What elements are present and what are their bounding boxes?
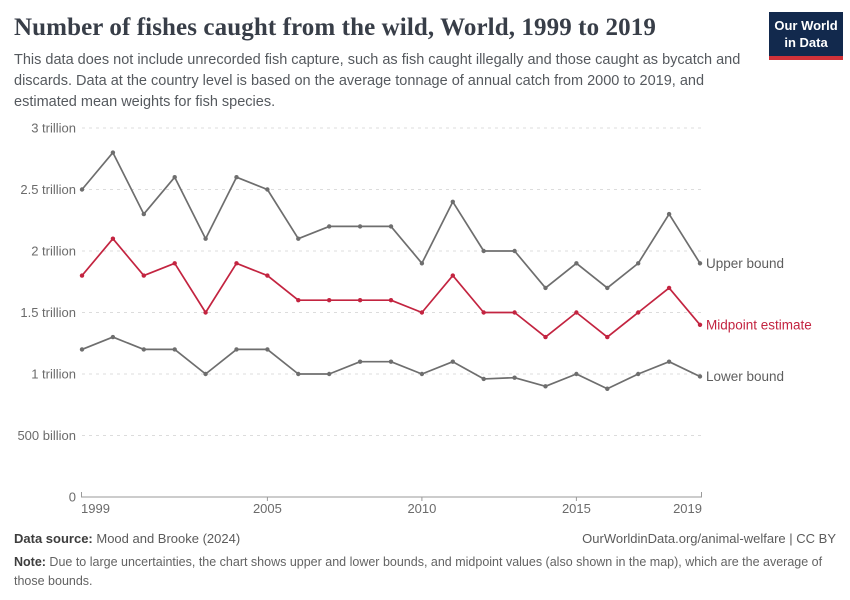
data-point-lower-bound-2018: [666, 359, 672, 364]
data-point-midpoint-estimate-1999: [79, 273, 85, 278]
data-point-lower-bound-2009: [388, 359, 394, 364]
chart-canvas: 3 trillion 2.5 trillion 2 trillion 1.5 tril…: [17, 121, 812, 517]
chart-header: Number of fishes caught from the wild, W…: [14, 14, 764, 113]
data-point-lower-bound-2016: [605, 386, 610, 391]
data-point-midpoint-estimate-2004: [234, 261, 239, 266]
x-axis-label-1999: 1999: [81, 501, 110, 515]
data-point-midpoint-estimate-2018: [666, 285, 672, 291]
data-point-midpoint-estimate-2016: [605, 334, 610, 340]
data-point-lower-bound-2015: [574, 371, 579, 377]
data-source-value: Mood and Brooke (2024): [92, 531, 241, 546]
data-point-upper-bound-2018: [666, 211, 672, 217]
y-axis-label-2-trillion: 2 trillion: [31, 244, 76, 259]
data-point-lower-bound-2019: [697, 374, 703, 379]
y-axis-label-1-trillion: 1 trillion: [31, 367, 76, 382]
data-point-upper-bound-2000: [110, 150, 116, 155]
chart-subtitle: This data does not include unrecorded fi…: [14, 51, 741, 110]
data-point-upper-bound-2017: [636, 261, 641, 266]
data-point-upper-bound-2002: [172, 175, 177, 180]
data-point-upper-bound-2016: [605, 285, 610, 291]
data-point-lower-bound-2001: [141, 347, 146, 352]
data-point-lower-bound-2012: [481, 376, 486, 382]
data-point-lower-bound-2013: [512, 375, 517, 380]
owid-logo-line2: in Data: [784, 34, 828, 50]
data-point-midpoint-estimate-2014: [543, 334, 548, 340]
chart-note: Note: Due to large uncertainties, the ch…: [14, 553, 836, 591]
data-point-midpoint-estimate-2013: [512, 310, 517, 315]
data-point-lower-bound-2017: [636, 371, 641, 377]
data-point-midpoint-estimate-2008: [357, 298, 363, 303]
data-point-midpoint-estimate-2012: [481, 310, 486, 315]
data-point-midpoint-estimate-2001: [141, 273, 146, 278]
data-point-lower-bound-2011: [450, 359, 455, 364]
series-label-upper-bound: Upper bound: [706, 256, 784, 271]
data-point-lower-bound-2006: [296, 371, 301, 377]
data-point-lower-bound-2002: [172, 347, 177, 352]
data-point-midpoint-estimate-2007: [327, 298, 332, 303]
data-point-upper-bound-2013: [512, 248, 517, 254]
owid-attribution-link[interactable]: OurWorldinData.org/animal-welfare | CC B…: [582, 531, 836, 546]
x-axis-label-2019: 2019: [673, 501, 702, 515]
data-point-midpoint-estimate-2000: [110, 236, 116, 241]
chart-footer: Data source: Mood and Brooke (2024) OurW…: [14, 531, 836, 591]
data-point-upper-bound-2010: [419, 261, 425, 266]
data-point-upper-bound-1999: [79, 187, 85, 192]
data-point-upper-bound-2009: [388, 224, 394, 229]
data-point-lower-bound-2007: [327, 371, 332, 377]
page-title: Number of fishes caught from the wild, W…: [14, 14, 656, 41]
y-axis-label-3-trillion: 3 trillion: [31, 121, 76, 136]
data-point-lower-bound-1999: [79, 347, 85, 352]
x-axis-label-2015: 2015: [562, 501, 591, 515]
data-point-midpoint-estimate-2015: [574, 310, 579, 315]
data-point-lower-bound-2010: [419, 371, 425, 377]
data-point-midpoint-estimate-2006: [296, 298, 301, 303]
series-line-upper-bound: [81, 151, 701, 289]
data-point-upper-bound-2003: [203, 236, 208, 241]
data-point-lower-bound-2004: [234, 347, 239, 352]
data-point-midpoint-estimate-2005: [265, 273, 270, 278]
data-point-lower-bound-2000: [110, 334, 116, 340]
owid-logo[interactable]: Our World in Data: [769, 12, 843, 60]
data-point-lower-bound-2008: [357, 359, 363, 364]
x-axis-label-2010: 2010: [407, 501, 436, 515]
data-point-upper-bound-2015: [574, 261, 579, 266]
data-point-upper-bound-2006: [296, 236, 301, 241]
y-axis-label-0: 0: [69, 490, 76, 505]
data-point-upper-bound-2012: [481, 248, 486, 254]
data-point-midpoint-estimate-2011: [450, 273, 455, 278]
data-source-label: Data source:: [14, 531, 93, 546]
note-value: Due to large uncertainties, the chart sh…: [14, 555, 823, 588]
data-point-midpoint-estimate-2002: [172, 261, 177, 266]
data-point-upper-bound-2004: [234, 175, 239, 180]
data-point-upper-bound-2019: [697, 261, 703, 266]
data-point-lower-bound-2014: [543, 384, 548, 389]
y-axis-label-2.5-trillion: 2.5 trillion: [20, 182, 76, 197]
data-point-upper-bound-2005: [265, 187, 270, 192]
data-point-upper-bound-2007: [327, 224, 332, 229]
data-point-lower-bound-2005: [265, 347, 270, 352]
series-label-lower-bound: Lower bound: [706, 369, 784, 384]
data-point-midpoint-estimate-2017: [636, 310, 641, 315]
x-axis-label-2005: 2005: [253, 501, 282, 515]
y-axis-label-500-billion: 500 billion: [17, 428, 76, 443]
data-point-lower-bound-2003: [203, 371, 208, 377]
series-label-midpoint-estimate: Midpoint estimate: [706, 317, 812, 332]
data-source: Data source: Mood and Brooke (2024): [14, 531, 240, 546]
note-label: Note:: [14, 555, 46, 569]
data-point-upper-bound-2001: [141, 211, 146, 217]
data-point-midpoint-estimate-2019: [697, 322, 703, 327]
data-point-midpoint-estimate-2003: [203, 310, 208, 315]
data-point-upper-bound-2014: [543, 285, 548, 291]
y-axis-label-1.5-trillion: 1.5 trillion: [20, 305, 76, 320]
owid-logo-line1: Our World: [774, 18, 838, 33]
data-point-upper-bound-2011: [450, 199, 455, 204]
data-point-midpoint-estimate-2010: [419, 310, 425, 315]
data-point-midpoint-estimate-2009: [388, 298, 394, 303]
data-point-upper-bound-2008: [357, 224, 363, 229]
chart-area: 3 trillion 2.5 trillion 2 trillion 1.5 tril…: [0, 110, 850, 517]
